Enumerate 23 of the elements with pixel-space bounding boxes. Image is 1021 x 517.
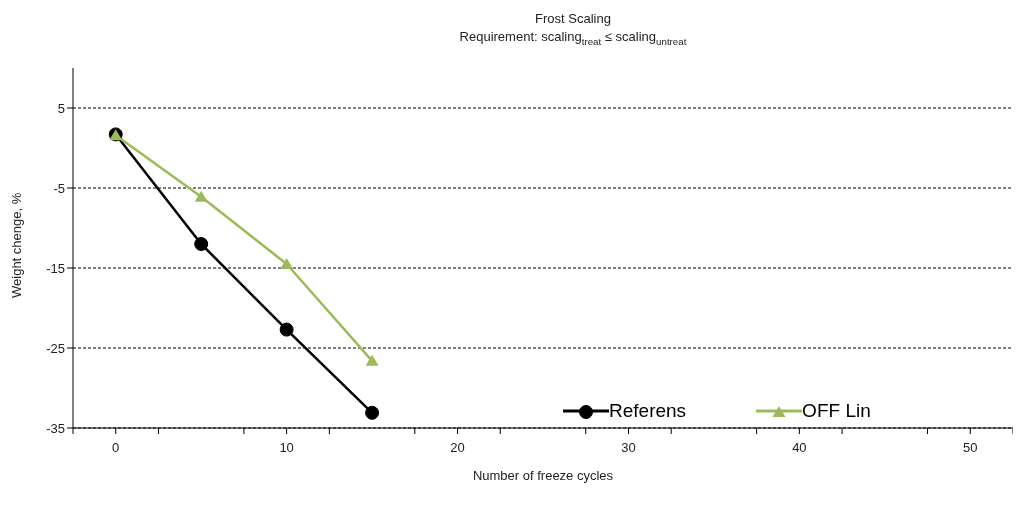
point xyxy=(365,354,379,366)
y-tick-label: -15 xyxy=(46,260,65,276)
y-axis-title: Weight chenge, % xyxy=(8,192,24,298)
point xyxy=(194,237,209,251)
x-tick-label: 20 xyxy=(450,440,465,455)
chart-title: Frost Scaling xyxy=(535,11,611,26)
y-tick-label: -25 xyxy=(46,340,65,356)
x-tick-label: 50 xyxy=(963,440,978,455)
x-tick-label: 40 xyxy=(792,440,807,455)
chart-subtitle: Requirement: scaling$_{treat}$ ≤ scaling$_{untreat}$ xyxy=(459,29,687,47)
point xyxy=(365,405,380,420)
y-tick-label: -35 xyxy=(46,420,65,436)
x-axis-title: Number of freeze cycles xyxy=(472,468,614,483)
x-tick-label: 10 xyxy=(279,440,294,455)
x-tick-label: 0 xyxy=(112,440,120,455)
x-tick-label: 30 xyxy=(621,440,636,455)
point xyxy=(279,322,294,337)
point xyxy=(194,190,208,202)
point xyxy=(280,258,294,269)
legend-label: OFF Lin xyxy=(802,400,871,422)
y-tick-label: 5 xyxy=(57,100,65,116)
y-tick-label: -5 xyxy=(53,180,65,196)
legend-label: Referens xyxy=(609,400,687,422)
